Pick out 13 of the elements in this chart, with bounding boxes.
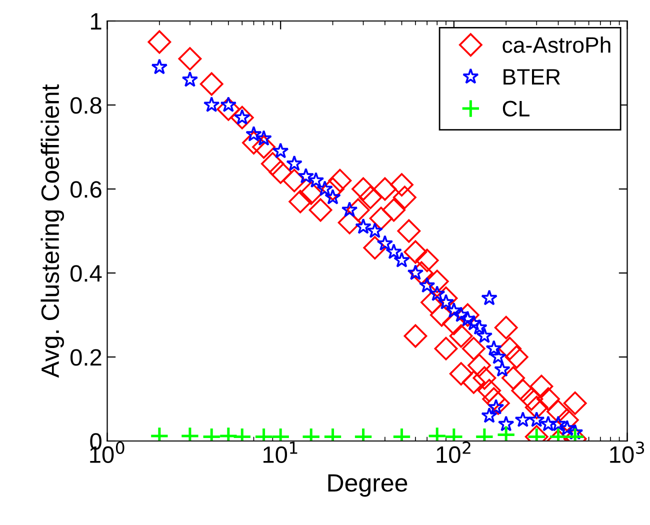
x-axis-title: Degree [328, 474, 408, 497]
x-tick-label: 10$^{2}$ [436, 441, 470, 464]
legend-label: BTER [504, 69, 560, 84]
y-tick-label: 1 [91, 13, 102, 30]
legend-label: ca-AstroPh [502, 36, 610, 53]
legend-label: CL [502, 100, 530, 117]
x-tick-label: 10$^{1}$ [263, 442, 298, 464]
y-tick-label: 0.6 [70, 181, 102, 198]
y-axis-title: Avg. Clustering Coefficient [40, 84, 64, 378]
y-tick-label: 0.2 [70, 349, 102, 366]
y-tick-label: 0.4 [70, 265, 102, 282]
x-tick-label: 10$^{3}$ [610, 441, 644, 464]
y-tick-label: 0.8 [70, 97, 102, 114]
